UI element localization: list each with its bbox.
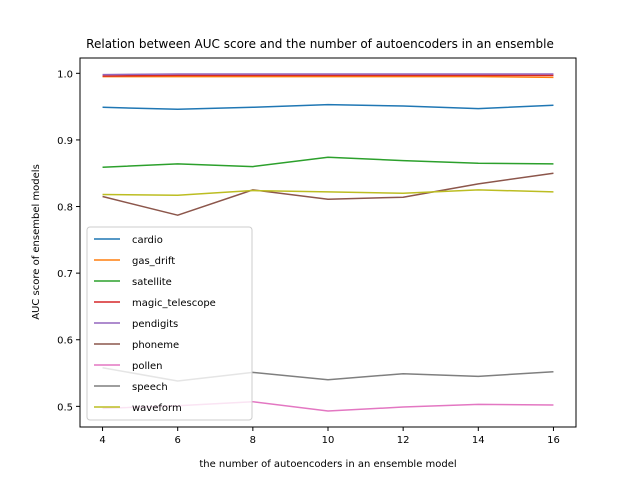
y-tick-label: 0.9 — [57, 136, 73, 147]
x-tick-label: 16 — [547, 435, 560, 446]
y-axis-label: AUC score of ensembel models — [31, 164, 42, 320]
y-tick-label: 0.7 — [57, 269, 73, 280]
x-tick-label: 12 — [397, 435, 410, 446]
legend-label-speech: speech — [132, 382, 168, 393]
legend-label-gas-drift: gas_drift — [132, 256, 175, 267]
legend-items: cardio gas_drift satellite magic_telescopep… — [94, 235, 216, 414]
x-tick-label: 14 — [472, 435, 485, 446]
legend: cardio gas_drift satellite magic_telescopep… — [86, 226, 253, 421]
series-line-phoneme — [102, 172, 554, 216]
x-tick-label: 4 — [99, 435, 105, 446]
y-tick-label: 1.0 — [57, 69, 73, 80]
x-tick-label: 8 — [250, 435, 256, 446]
legend-label-cardio: cardio — [132, 235, 163, 246]
series-line-magic-telescope — [102, 74, 554, 77]
series-line-satellite — [102, 156, 554, 168]
legend-box — [86, 226, 253, 421]
legend-label-magic-telescope: magic_telescope — [132, 298, 216, 309]
x-tick-label: 6 — [175, 435, 181, 446]
chart-title: Relation between AUC score and the numbe… — [86, 37, 554, 51]
y-tick-label: 0.5 — [57, 402, 73, 413]
legend-label-phoneme: phoneme — [132, 340, 179, 351]
series-line-gas-drift — [102, 75, 554, 79]
x-axis-label: the number of autoencoders in an ensembl… — [199, 459, 456, 470]
x-tick-label: 10 — [322, 435, 335, 446]
legend-label-waveform: waveform — [132, 403, 182, 414]
legend-label-pollen: pollen — [132, 361, 163, 372]
y-tick-label: 0.6 — [57, 336, 73, 347]
legend-label-satellite: satellite — [132, 277, 172, 288]
x-axis-ticks: 4 6 8 10 12 14 16 — [99, 427, 560, 446]
y-axis-ticks: 0.5 0.6 0.7 0.8 0.9 1.0 — [57, 69, 80, 413]
series-line-pendigits — [102, 73, 554, 76]
legend-label-pendigits: pendigits — [132, 319, 178, 330]
y-tick-label: 0.8 — [57, 203, 73, 214]
series-line-cardio — [102, 103, 554, 111]
series-line-waveform — [102, 189, 554, 196]
